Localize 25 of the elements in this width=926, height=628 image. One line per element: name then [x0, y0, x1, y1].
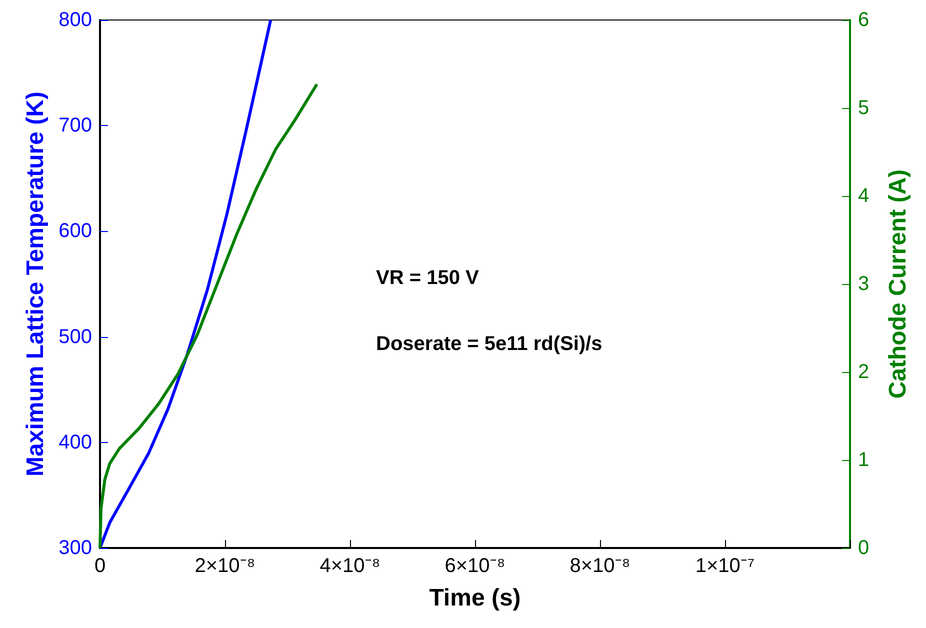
y-axis-title: Maximum Lattice Temperature (K): [22, 92, 50, 476]
y2-axis-title: Cathode Current (A): [884, 169, 912, 399]
y2-tick-label: 6: [858, 9, 870, 31]
x-tick-label: 0: [94, 555, 106, 577]
x-tick-label: 6×10⁻⁸: [444, 555, 506, 577]
x-tick-label: 2×10⁻⁸: [194, 555, 256, 577]
annotation: VR = 150 V: [376, 267, 480, 289]
line-series: [98, 82, 318, 550]
x-axis-title: Time (s): [429, 584, 521, 612]
y-tick-label: 700: [58, 114, 92, 137]
x-tick-label: 4×10⁻⁸: [320, 555, 380, 577]
y2-tick-label: 4: [858, 185, 870, 207]
x-tick-label: 1×10⁻⁷: [695, 555, 755, 577]
y2-tick-label: 5: [858, 97, 870, 119]
y-tick-label: 400: [58, 431, 92, 454]
y2-tick-label: 1: [858, 449, 870, 471]
y-tick-label: 800: [58, 9, 92, 31]
x-tick-label: 8×10⁻⁸: [570, 555, 630, 577]
y2-tick-label: 2: [858, 361, 870, 383]
y-tick-label: 600: [58, 220, 92, 242]
y-tick-label: 300: [58, 537, 92, 559]
y2-tick-label: 3: [858, 273, 870, 295]
annotation: Doserate = 5e11 rd(Si)/s: [376, 333, 602, 355]
y-tick-label: 500: [58, 326, 92, 348]
y2-tick-label: 0: [858, 537, 870, 559]
